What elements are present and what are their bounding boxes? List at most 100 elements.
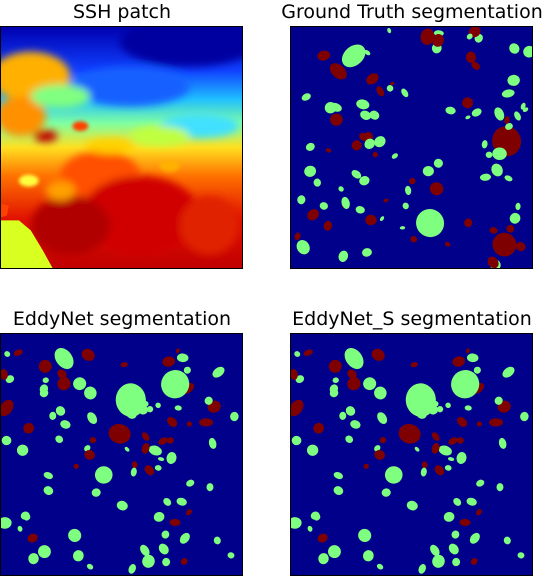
eddy-blob-red <box>398 423 421 444</box>
eddy-blob-green <box>405 383 436 417</box>
eddy-blob-green <box>305 142 315 151</box>
eddy-blob-red <box>347 369 357 380</box>
eddynet-panel: EddyNet segmentation <box>0 307 244 577</box>
eddy-blob-red <box>329 63 347 80</box>
eddy-blob-green <box>332 377 339 384</box>
eddy-blob-green <box>153 511 165 522</box>
eddy-blob-red <box>429 182 444 196</box>
eddy-blob-red <box>410 362 418 368</box>
eddy-blob-green <box>377 412 388 424</box>
eddy-blob-green <box>442 447 448 453</box>
eddy-blob-green <box>124 446 130 452</box>
eddy-blob-green <box>179 532 190 544</box>
eddy-blob-green <box>54 347 74 370</box>
ssh-patch-title: SSH patch <box>72 1 172 23</box>
eddy-blob-green <box>115 383 146 417</box>
eddy-blob-red <box>73 463 79 469</box>
eddy-blob-red <box>330 113 343 126</box>
eddy-blob-red <box>365 214 377 226</box>
eddy-blob-red <box>81 348 95 361</box>
eddy-blob-green <box>466 353 479 363</box>
eddy-blob-green <box>505 123 513 130</box>
eddy-blob-green <box>356 99 370 110</box>
eddy-blob-red <box>57 369 67 380</box>
eddy-blob-green <box>433 158 443 168</box>
eddy-blob-red <box>158 437 169 445</box>
eddy-blob-green <box>456 451 467 464</box>
eddy-blob-green <box>186 479 195 487</box>
eddy-blob-green <box>498 437 507 449</box>
eddy-blob-green <box>318 553 329 565</box>
eddy-blob-green <box>469 532 480 544</box>
eddy-blob-green <box>448 543 459 555</box>
eddy-blob-red <box>459 518 471 527</box>
eddy-blob-red <box>180 558 188 565</box>
eddy-blob-green <box>359 176 370 186</box>
eddy-blob-green <box>401 88 409 98</box>
eddy-blob-green <box>17 525 23 532</box>
eddy-blob-green <box>445 402 451 409</box>
eddy-blob-red <box>457 416 468 427</box>
eddy-blob-green <box>364 138 375 150</box>
eddy-blob-green <box>374 445 381 452</box>
eddynet-title: EddyNet segmentation <box>12 308 232 330</box>
eddy-blob-red <box>465 51 476 63</box>
eddy-blob-red <box>144 465 155 476</box>
eddy-blob-green <box>452 557 461 567</box>
eddy-blob-red <box>169 518 181 527</box>
eddy-blob-green <box>294 351 301 357</box>
eddy-blob-green <box>87 412 98 424</box>
eddy-blob-red <box>167 416 178 427</box>
eddy-blob-red <box>294 232 301 241</box>
eddy-blob-green <box>445 106 456 115</box>
eddy-blob-red <box>379 437 387 444</box>
eddy-blob-green <box>496 483 504 492</box>
eddy-blob-green <box>43 471 53 480</box>
eddy-blob-green <box>327 545 341 559</box>
eddy-blob-green <box>333 486 344 496</box>
eddy-blob-red <box>186 509 192 516</box>
eddy-blob-green <box>307 525 313 532</box>
eddy-blob-green <box>374 386 387 400</box>
eddy-blob-green <box>418 564 426 574</box>
eddy-blob-red <box>141 443 150 454</box>
eddy-blob-green <box>68 528 82 542</box>
eddy-blob-green <box>491 163 503 177</box>
eddy-blob-red <box>489 227 498 234</box>
eddy-blob-green <box>360 110 372 120</box>
eddy-blob-green <box>358 528 372 542</box>
eddy-blob-red <box>307 209 319 221</box>
eddy-blob-green <box>5 375 15 384</box>
eddy-blob-green <box>503 536 511 545</box>
eddy-blob-green <box>91 488 101 497</box>
eddy-blob-red <box>470 558 478 565</box>
eddy-blob-red <box>303 349 313 356</box>
eddy-blob-red <box>465 348 470 354</box>
eddy-blob-green <box>362 248 372 257</box>
eddy-blob-green <box>84 386 97 400</box>
eddy-blob-green <box>20 511 30 520</box>
eddy-blob-green <box>16 444 29 456</box>
eddy-blob-green <box>386 85 394 92</box>
eddy-blob-green <box>155 402 161 409</box>
eddy-blob-green <box>481 140 488 149</box>
eddy-blob-green <box>520 102 526 110</box>
eddynet-segmentation-map <box>0 333 243 576</box>
eddy-blob-red <box>421 461 428 469</box>
eddy-blob-green <box>502 366 515 378</box>
eddy-blob-red <box>1 369 8 380</box>
eddy-blob-red <box>141 432 150 441</box>
eddy-blob-red <box>328 359 342 373</box>
eddy-blob-green <box>399 226 406 230</box>
eddy-blob-green <box>1 517 12 529</box>
eddy-blob-red <box>420 28 435 45</box>
eddy-blob-red <box>291 399 304 417</box>
eddy-blob-red <box>351 140 362 151</box>
ground-truth-title: Ground Truth segmentation <box>281 1 543 23</box>
eddy-blob-green <box>28 553 39 565</box>
eddy-blob-green <box>520 411 529 422</box>
eddy-blob-green <box>140 544 150 557</box>
eddy-blob-green <box>130 467 137 477</box>
eddy-blob-green <box>381 488 391 497</box>
eddy-blob-red <box>175 348 180 354</box>
